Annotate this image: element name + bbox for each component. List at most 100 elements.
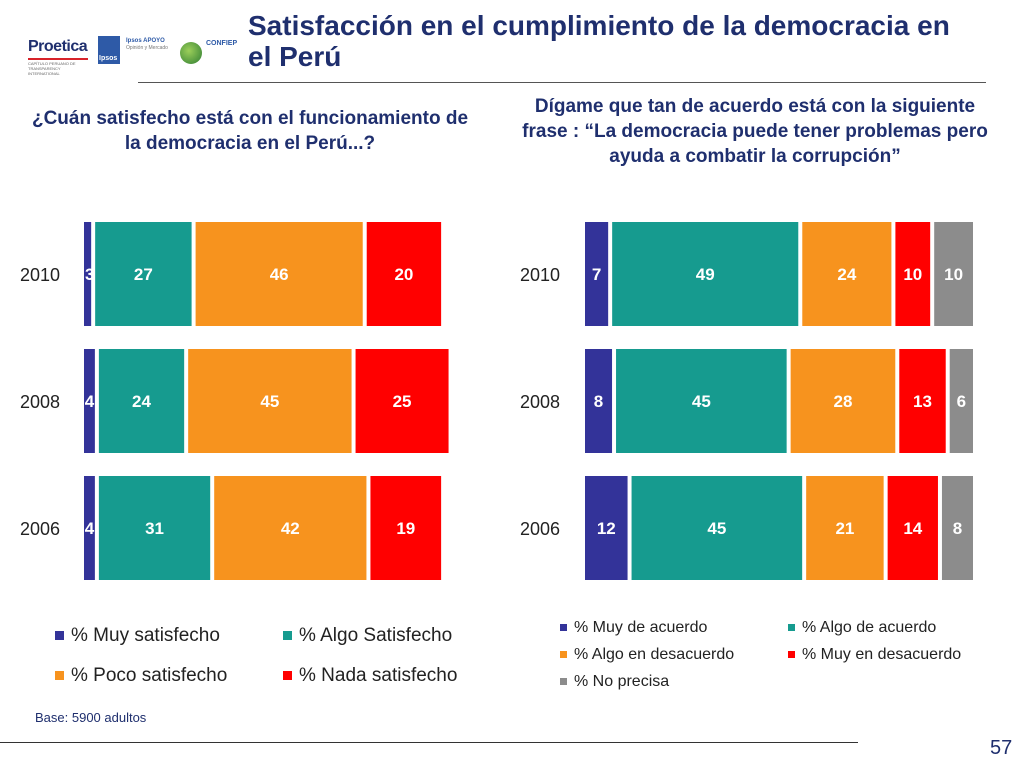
data-label: 45 (692, 392, 711, 411)
data-label: 12 (597, 519, 616, 538)
data-label: 25 (393, 392, 412, 411)
bar-segment (616, 349, 787, 453)
bar-segment (899, 349, 946, 453)
data-label: 8 (953, 519, 962, 538)
data-label: 6 (957, 392, 966, 411)
bar-segment (366, 222, 442, 326)
data-label: 3 (85, 265, 94, 284)
year-label: 2006 (520, 519, 560, 539)
legend-label: % No precisa (574, 673, 670, 690)
bar-segment (802, 222, 892, 326)
ipsos-logo: Ipsos (98, 36, 120, 64)
confiep-logo-text: CONFIEP (206, 40, 238, 47)
bar-segment (941, 476, 973, 580)
legend-item: % Muy satisfecho (55, 625, 220, 647)
legend-item: % Muy en desacuerdo (788, 646, 961, 664)
year-label: 2008 (520, 392, 560, 412)
proetica-logo-subtext: CAPÍTULO PERUANO DE TRANSPARENCY INTERNA… (28, 61, 76, 76)
data-label: 13 (913, 392, 932, 411)
data-label: 8 (594, 392, 603, 411)
data-label: 49 (696, 265, 715, 284)
legend-swatch (560, 624, 567, 632)
proetica-logo-line (28, 58, 88, 60)
bar-segment (934, 222, 973, 326)
bar-segment (98, 349, 185, 453)
base-note: Base: 5900 adultos (35, 710, 147, 725)
year-label: 2010 (20, 265, 60, 285)
proetica-logo: Proetica CAPÍTULO PERUANO DE TRANSPARENC… (28, 38, 90, 76)
data-label: 42 (281, 519, 300, 538)
data-label: 10 (903, 265, 922, 284)
data-label: 21 (835, 519, 854, 538)
page-title: Satisfacción en el cumplimiento de la de… (248, 10, 950, 72)
legend-label: % Algo de acuerdo (802, 619, 937, 636)
legend-label: % Algo Satisfecho (299, 625, 453, 646)
bar-segment (214, 476, 367, 580)
bar-segment (790, 349, 896, 453)
bar-segment (887, 476, 938, 580)
legend-item: % No precisa (560, 673, 669, 691)
ipsos-apoyo-logo-text: Ipsos APOYO (126, 38, 165, 44)
bar-segment (585, 349, 613, 453)
bar-segment (188, 349, 352, 453)
ipsos-apoyo-logo-subtext: Opinión y Mercado (126, 45, 168, 51)
proetica-logo-text: Proetica (28, 38, 88, 55)
legend-item: % Algo Satisfecho (283, 625, 452, 647)
bar-segment (631, 476, 803, 580)
bar-segment (806, 476, 884, 580)
legend-swatch (283, 631, 292, 641)
data-label: 31 (145, 519, 164, 538)
legend-label: % Muy en desacuerdo (802, 646, 962, 663)
bar-segment (585, 476, 628, 580)
data-label: 10 (944, 265, 963, 284)
bar-segment (612, 222, 799, 326)
legend-label: % Poco satisfecho (71, 665, 228, 686)
bar-segment (370, 476, 442, 580)
data-label: 27 (134, 265, 153, 284)
legend-label: % Muy satisfecho (71, 625, 220, 646)
legend-swatch (560, 678, 567, 686)
data-label: 46 (270, 265, 289, 284)
bar-segment (84, 349, 95, 453)
bar-segment (84, 222, 92, 326)
bar-segment (84, 476, 95, 580)
bar-segment (895, 222, 931, 326)
left-chart-question: ¿Cuán satisfecho está con el funcionamie… (31, 108, 469, 154)
right-chart-question: Dígame que tan de acuerdo está con la si… (522, 96, 988, 167)
legend-label: % Algo en desacuerdo (574, 646, 735, 663)
year-label: 2006 (20, 519, 60, 539)
bar-segment (355, 349, 449, 453)
confiep-globe-icon (180, 42, 202, 64)
legend-swatch (55, 631, 64, 641)
data-label: 24 (837, 265, 856, 284)
legend-swatch (55, 671, 64, 681)
year-label: 2010 (520, 265, 560, 285)
data-label: 45 (707, 519, 726, 538)
bar-segment (585, 222, 609, 326)
footer-divider (0, 742, 858, 743)
legend-label: % Muy de acuerdo (574, 619, 708, 636)
bar-segment (195, 222, 363, 326)
legend-label: % Nada satisfecho (299, 665, 458, 686)
data-label: 24 (132, 392, 151, 411)
data-label: 7 (592, 265, 601, 284)
data-label: 14 (903, 519, 922, 538)
year-label: 2008 (20, 392, 60, 412)
legend-item: % Muy de acuerdo (560, 619, 707, 637)
data-label: 4 (85, 519, 95, 538)
legend-swatch (788, 651, 795, 659)
legend-item: % Poco satisfecho (55, 665, 227, 687)
legend-swatch (283, 671, 292, 681)
bar-segment (949, 349, 973, 453)
legend-swatch (560, 651, 567, 659)
data-label: 28 (833, 392, 852, 411)
legend-item: % Algo de acuerdo (788, 619, 936, 637)
data-label: 4 (85, 392, 95, 411)
ipsos-apoyo-logo: Ipsos APOYO Opinión y Mercado (126, 38, 168, 52)
bar-segment (98, 476, 211, 580)
data-label: 19 (396, 519, 415, 538)
title-divider (138, 82, 986, 83)
legend-item: % Algo en desacuerdo (560, 646, 734, 664)
